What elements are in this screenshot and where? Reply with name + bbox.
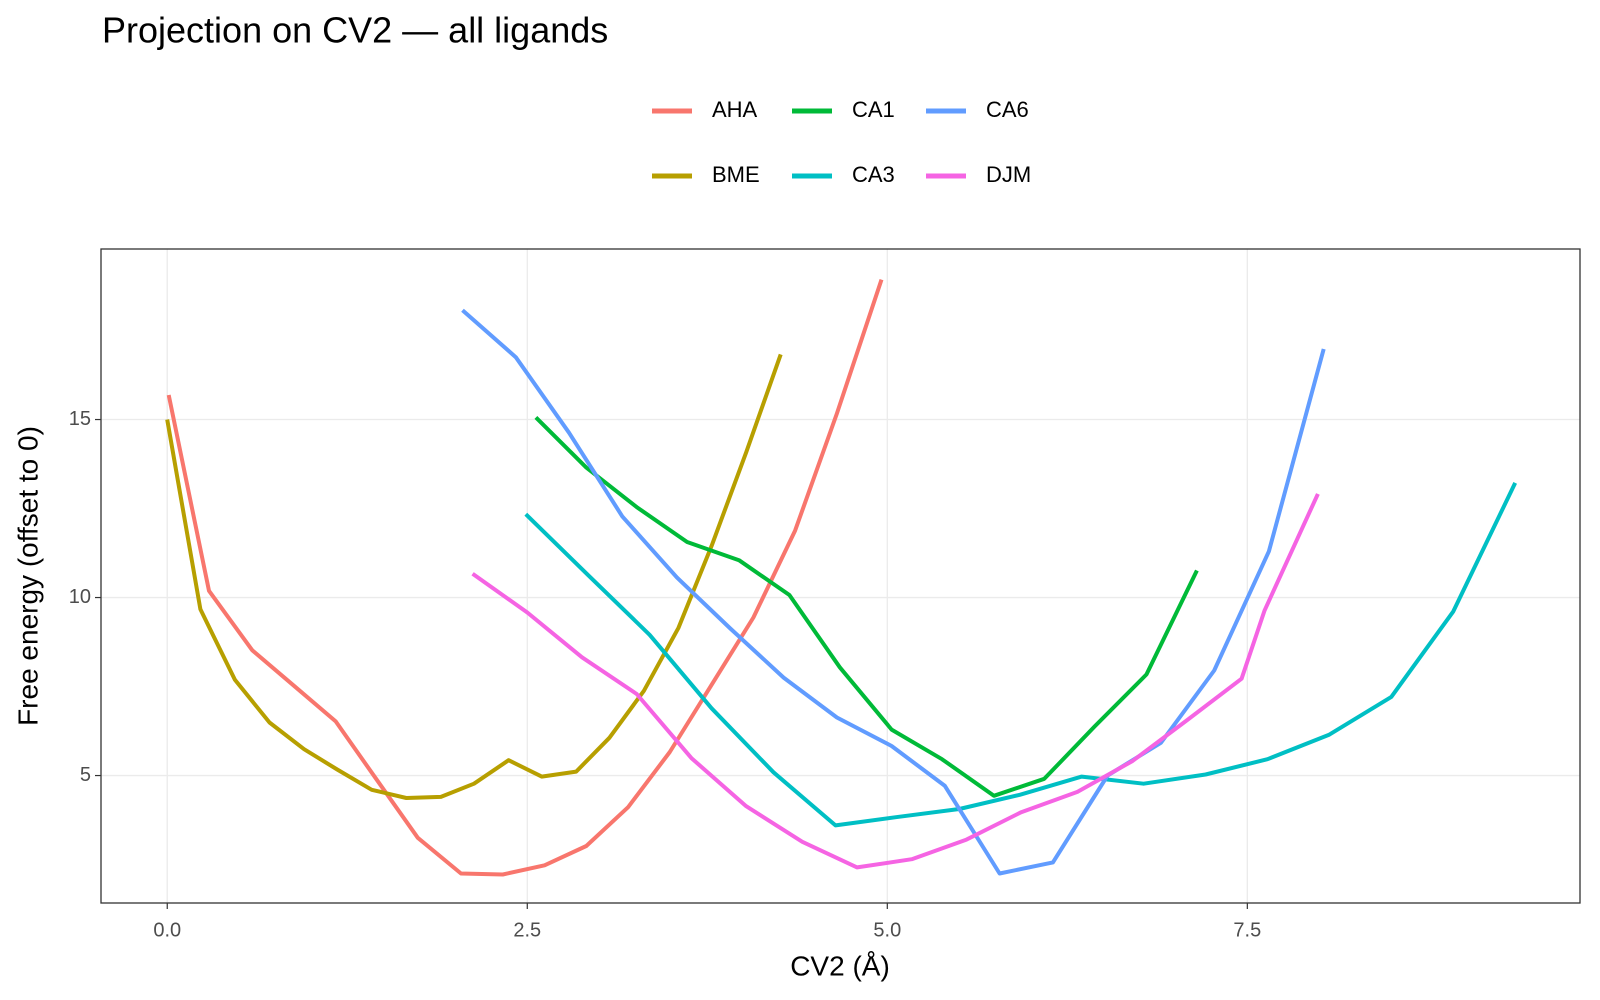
y-tick-label: 10: [69, 586, 91, 608]
chart-title: Projection on CV2 — all ligands: [102, 10, 608, 51]
legend-label: CA6: [986, 97, 1029, 122]
legend-label: AHA: [712, 97, 758, 122]
series-line: [166, 278, 884, 877]
series-line: [534, 415, 1199, 798]
x-tick-label: 2.5: [513, 919, 541, 941]
y-axis-label: Free energy (offset to 0): [12, 426, 43, 726]
legend-label: BME: [712, 162, 760, 187]
y-tick-label: 5: [80, 764, 91, 786]
plot-border: [100, 248, 1581, 904]
x-tick-label: 0.0: [153, 919, 181, 941]
x-tick-label: 5.0: [873, 919, 901, 941]
series-line: [461, 308, 1326, 876]
y-tick-label: 15: [69, 408, 91, 430]
series-line: [165, 353, 783, 800]
series-line: [524, 482, 1518, 828]
x-axis-label: CV2 (Å): [790, 950, 890, 981]
legend-label: CA1: [852, 97, 895, 122]
series-line: [471, 493, 1320, 870]
x-tick-label: 7.5: [1233, 919, 1261, 941]
plot-background: [101, 249, 1580, 903]
legend-label: CA3: [852, 162, 895, 187]
legend-label: DJM: [986, 162, 1031, 187]
